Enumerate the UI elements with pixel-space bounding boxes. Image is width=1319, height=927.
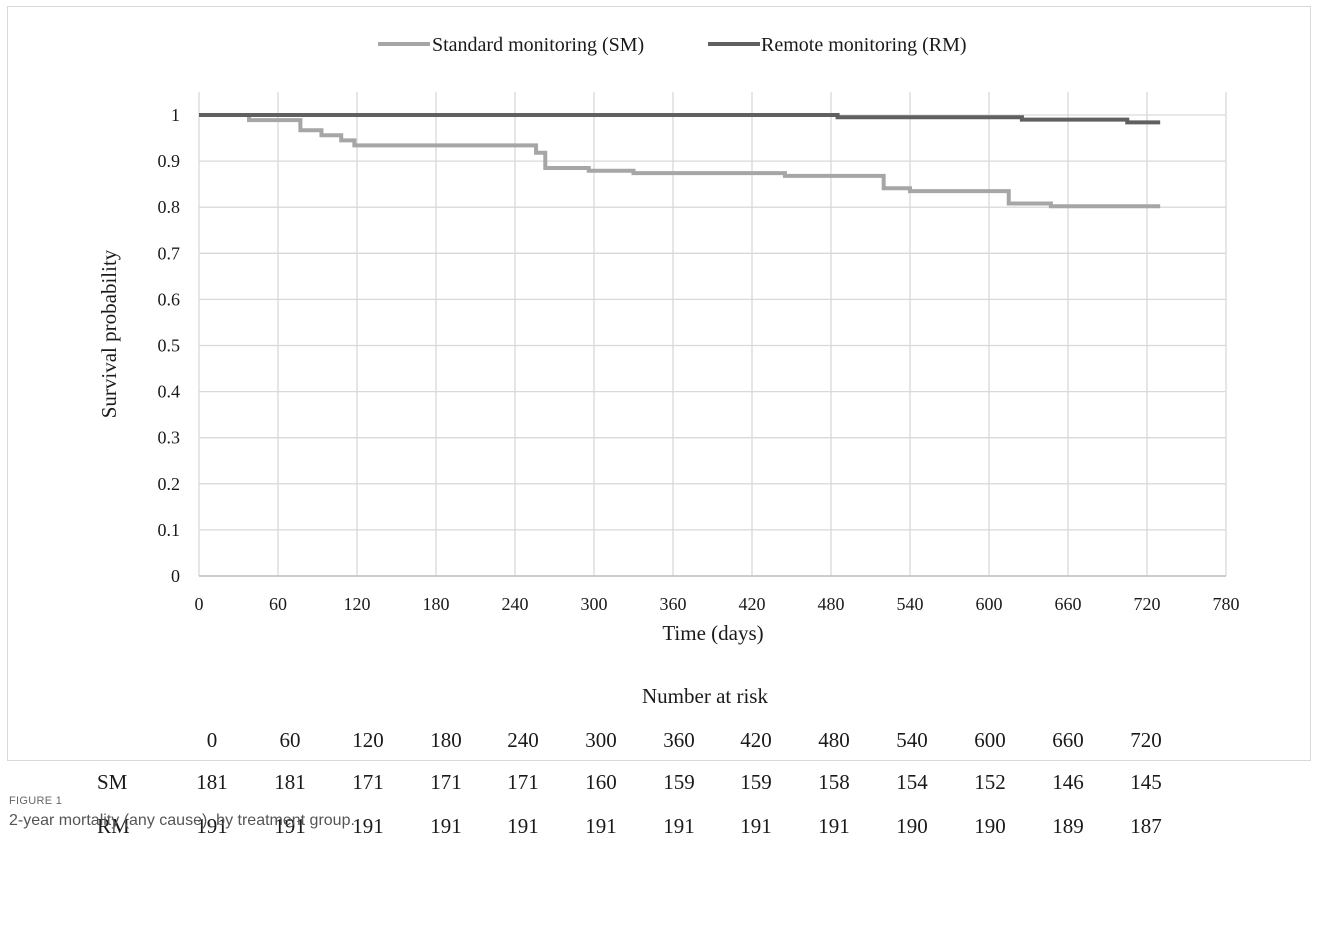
risk-cell: 154 [896,770,928,794]
risk-cell: 190 [974,814,1006,838]
y-tick-label-0.9: 0.9 [158,151,181,171]
y-tick-label-0.4: 0.4 [158,382,181,402]
series-line-sm [199,113,1161,209]
x-tick-label-540: 540 [897,594,924,614]
risk-time-120: 120 [352,728,384,752]
x-tick-label-420: 420 [739,594,766,614]
legend-label-rm: Remote monitoring (RM) [761,34,967,56]
risk-cell: 145 [1130,770,1162,794]
x-tick-label-720: 720 [1134,594,1161,614]
risk-cell: 189 [1052,814,1084,838]
x-tick-label-600: 600 [976,594,1003,614]
x-tick-label-660: 660 [1055,594,1082,614]
x-tick-label-240: 240 [502,594,529,614]
risk-cell: 159 [740,770,772,794]
grid-lines [198,92,1227,577]
risk-time-60: 60 [279,728,301,752]
risk-cell: 190 [896,814,928,838]
y-tick-label-0.6: 0.6 [158,289,181,309]
risk-time-300: 300 [585,728,617,752]
y-tick-label-0.7: 0.7 [158,243,181,263]
risk-cell: 171 [507,770,539,794]
y-tick-label-0.2: 0.2 [158,474,181,494]
series-line-rm [199,113,1161,125]
figure-frame [7,6,1311,761]
risk-time-540: 540 [896,728,928,752]
x-tick-label-480: 480 [818,594,845,614]
figure-caption: 2-year mortality (any cause), by treatme… [9,812,355,829]
risk-time-600: 600 [974,728,1006,752]
risk-cell: 191 [196,814,228,838]
risk-cell: 159 [663,770,695,794]
y-tick-label-1: 1 [171,105,180,125]
risk-row-label: SM [97,770,128,794]
risk-cell: 191 [663,814,695,838]
x-tick-label-300: 300 [581,594,608,614]
risk-table-title: Number at risk [642,684,768,708]
risk-cell: 191 [818,814,850,838]
risk-time-240: 240 [507,728,539,752]
risk-cell: 171 [430,770,462,794]
x-tick-label-780: 780 [1213,594,1240,614]
risk-cell: 191 [585,814,617,838]
risk-cell: 187 [1130,814,1162,838]
risk-cell: 171 [352,770,384,794]
risk-cell: 191 [507,814,539,838]
risk-time-720: 720 [1130,728,1162,752]
y-tick-label-0.1: 0.1 [158,520,181,540]
x-axis-label: Time (days) [662,621,763,645]
risk-cell: 191 [430,814,462,838]
risk-time-420: 420 [740,728,772,752]
x-tick-label-360: 360 [660,594,687,614]
tick-labels: 0 60 120 180 240 300 360 420 480 540 600 660 720 780 0… [158,105,1240,614]
risk-cell: 152 [974,770,1006,794]
risk-cell: 191 [740,814,772,838]
risk-cell: 191 [274,814,306,838]
y-tick-label-0.3: 0.3 [158,428,181,448]
y-axis-label: Survival probability [97,249,121,418]
risk-time-0: 0 [206,728,218,752]
x-tick-label-120: 120 [344,594,371,614]
risk-cell: 158 [818,770,850,794]
risk-row-label: RM [97,814,130,838]
risk-time-360: 360 [663,728,695,752]
risk-cell: 160 [585,770,617,794]
risk-time-660: 660 [1052,728,1084,752]
risk-time-480: 480 [818,728,850,752]
series-lines [199,113,1161,209]
risk-cell: 191 [352,814,384,838]
risk-cell: 181 [196,770,228,794]
y-tick-label-0: 0 [171,566,180,586]
survival-chart: 0 60 120 180 240 300 360 420 480 540 600 660 720 780 0… [97,34,1240,645]
y-tick-label-0.5: 0.5 [158,336,181,356]
risk-cell: 181 [274,770,306,794]
figure-label: FIGURE 1 [9,795,63,807]
risk-time-180: 180 [430,728,462,752]
y-tick-label-0.8: 0.8 [158,197,181,217]
x-tick-label-180: 180 [423,594,450,614]
x-tick-label-60: 60 [269,594,287,614]
x-tick-label-0: 0 [195,594,204,614]
risk-cell: 146 [1052,770,1084,794]
legend-label-sm: Standard monitoring (SM) [432,34,644,56]
legend: Standard monitoring (SM) Remote monitorin… [378,34,967,56]
